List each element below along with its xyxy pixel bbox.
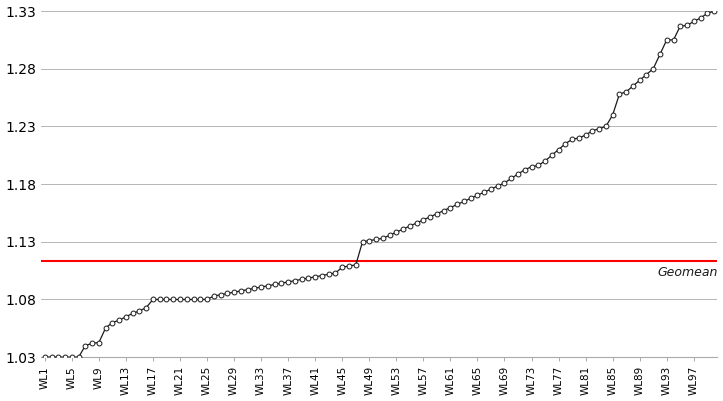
Text: Geomean: Geomean — [657, 266, 717, 279]
